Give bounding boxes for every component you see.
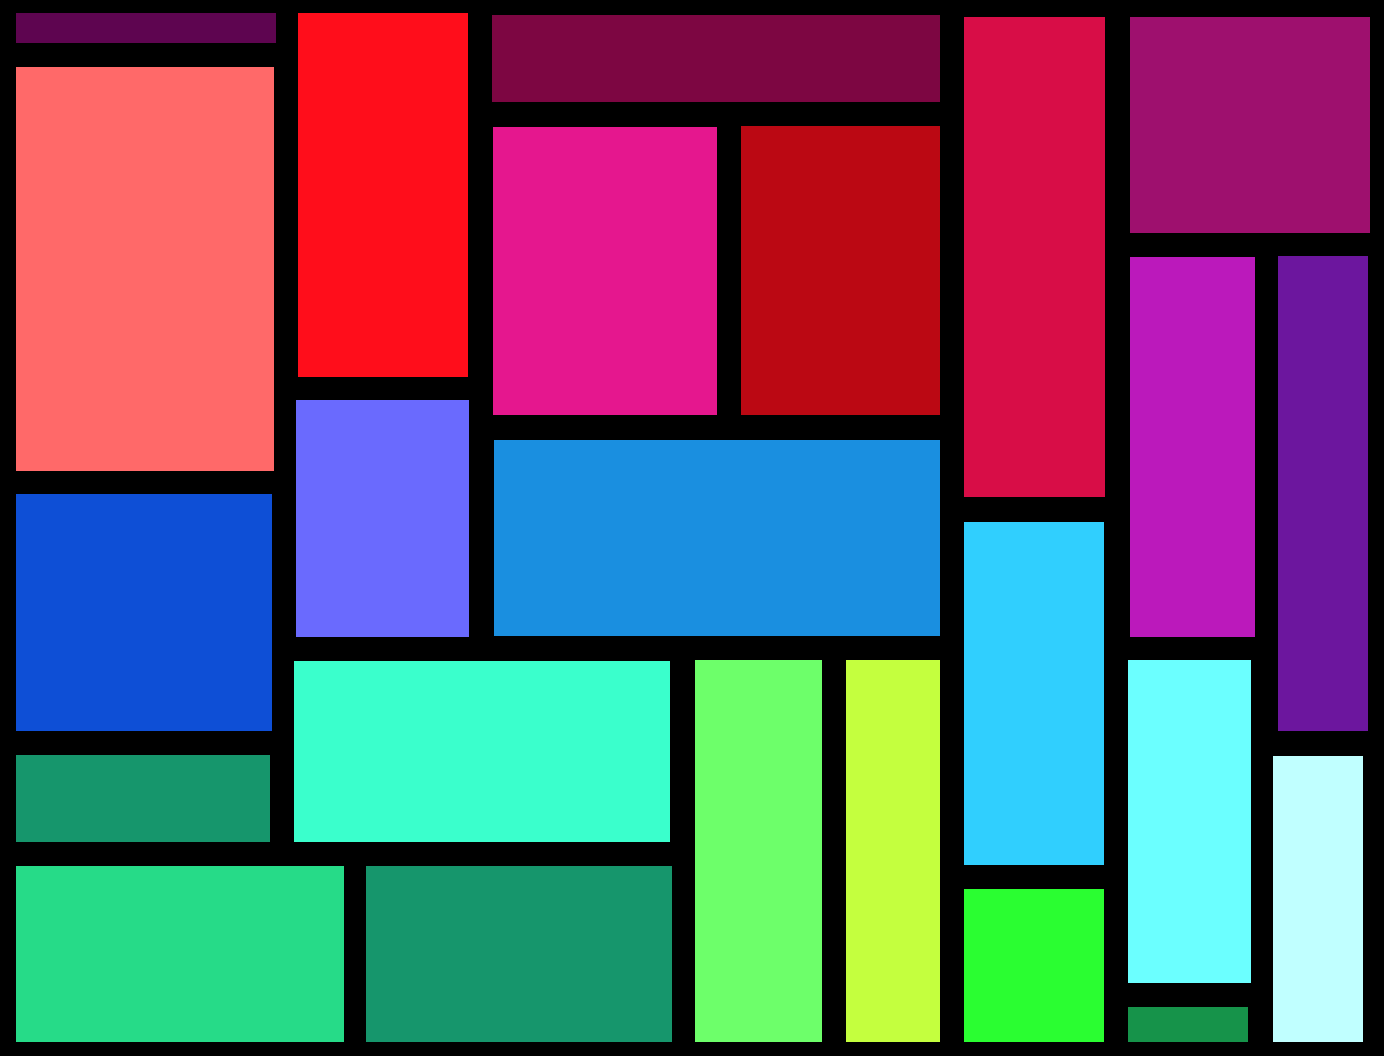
color-tile [964, 17, 1105, 497]
color-tile [1128, 660, 1251, 983]
color-tile [16, 866, 344, 1042]
color-tile [16, 755, 270, 842]
color-tile [493, 127, 717, 415]
color-tile [16, 494, 272, 731]
color-tile [1130, 17, 1370, 233]
color-tile [294, 661, 670, 842]
color-tile [1273, 756, 1363, 1042]
color-tile [16, 67, 274, 471]
color-tile [741, 126, 940, 415]
color-tile [695, 660, 822, 1042]
color-tile [1130, 257, 1255, 637]
color-tile [492, 15, 940, 102]
color-tile [1278, 256, 1368, 731]
color-tile [296, 400, 469, 637]
color-tile [846, 660, 940, 1042]
color-tile [494, 440, 940, 636]
color-tile [366, 866, 672, 1042]
color-tile [964, 522, 1104, 865]
color-tile [16, 13, 276, 43]
color-tile [964, 889, 1104, 1042]
color-tile [298, 13, 468, 377]
color-tile [1128, 1007, 1248, 1042]
